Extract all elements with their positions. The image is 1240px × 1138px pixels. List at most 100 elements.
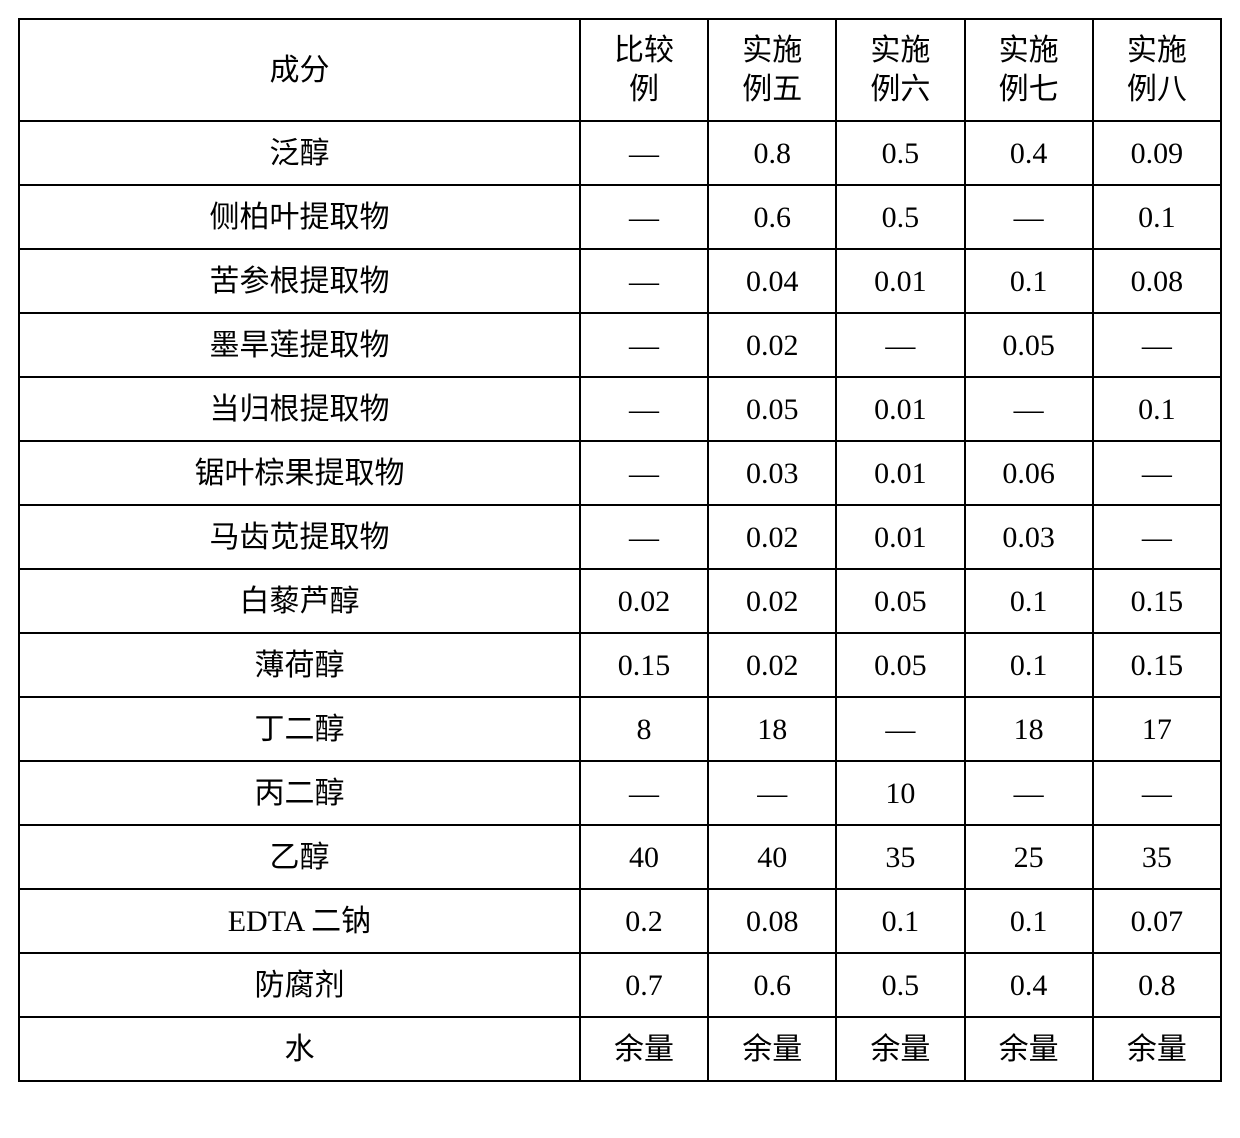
cell-ingredient: 马齿苋提取物 <box>19 505 580 569</box>
cell-ex8: 0.07 <box>1093 889 1221 953</box>
table-row: 水余量余量余量余量余量 <box>19 1017 1221 1081</box>
cell-ingredient: EDTA 二钠 <box>19 889 580 953</box>
cell-ingredient: 薄荷醇 <box>19 633 580 697</box>
cell-compare: 8 <box>580 697 708 761</box>
cell-ingredient: 泛醇 <box>19 121 580 185</box>
col-header-ex5: 实施 例五 <box>708 19 836 121</box>
cell-compare: — <box>580 761 708 825</box>
col-header-ex5-line2: 例五 <box>742 73 802 106</box>
table-row: 薄荷醇0.150.020.050.10.15 <box>19 633 1221 697</box>
cell-ex5: 0.6 <box>708 953 836 1017</box>
cell-ex8: 17 <box>1093 697 1221 761</box>
cell-ex7: 0.1 <box>965 633 1093 697</box>
cell-compare: — <box>580 313 708 377</box>
cell-ex7: — <box>965 185 1093 249</box>
cell-ex6: — <box>836 697 964 761</box>
cell-ex6: 0.5 <box>836 953 964 1017</box>
cell-compare: — <box>580 121 708 185</box>
table-row: 丙二醇——10—— <box>19 761 1221 825</box>
cell-ex7: 0.03 <box>965 505 1093 569</box>
cell-compare: — <box>580 505 708 569</box>
cell-ingredient: 乙醇 <box>19 825 580 889</box>
cell-ex6: 0.05 <box>836 569 964 633</box>
col-header-compare: 比较 例 <box>580 19 708 121</box>
cell-ingredient: 水 <box>19 1017 580 1081</box>
cell-ex6: 35 <box>836 825 964 889</box>
cell-ex8: 35 <box>1093 825 1221 889</box>
cell-ex6: 0.5 <box>836 121 964 185</box>
col-header-ex8-line2: 例八 <box>1127 73 1187 106</box>
table-row: EDTA 二钠0.20.080.10.10.07 <box>19 889 1221 953</box>
cell-ex6: 0.01 <box>836 441 964 505</box>
table-row: 泛醇—0.80.50.40.09 <box>19 121 1221 185</box>
cell-ex7: 0.1 <box>965 569 1093 633</box>
cell-ex5: 0.02 <box>708 313 836 377</box>
cell-ingredient: 锯叶棕果提取物 <box>19 441 580 505</box>
cell-ex7: 18 <box>965 697 1093 761</box>
table-row: 乙醇4040352535 <box>19 825 1221 889</box>
cell-ex7: — <box>965 761 1093 825</box>
cell-ex8: 余量 <box>1093 1017 1221 1081</box>
ingredients-table: 成分 比较 例 实施 例五 实施 例六 实施 例七 实施 <box>18 18 1222 1082</box>
cell-ex6: 0.05 <box>836 633 964 697</box>
cell-ex7: 余量 <box>965 1017 1093 1081</box>
cell-ex5: 0.03 <box>708 441 836 505</box>
cell-ex7: 0.06 <box>965 441 1093 505</box>
cell-ex6: 0.01 <box>836 505 964 569</box>
cell-ex7: 0.05 <box>965 313 1093 377</box>
cell-ex5: 0.02 <box>708 505 836 569</box>
cell-ex8: 0.8 <box>1093 953 1221 1017</box>
cell-ex6: 10 <box>836 761 964 825</box>
table-row: 锯叶棕果提取物—0.030.010.06— <box>19 441 1221 505</box>
table-row: 墨旱莲提取物—0.02—0.05— <box>19 313 1221 377</box>
cell-ex5: 余量 <box>708 1017 836 1081</box>
cell-ingredient: 白藜芦醇 <box>19 569 580 633</box>
table-header-row: 成分 比较 例 实施 例五 实施 例六 实施 例七 实施 <box>19 19 1221 121</box>
col-header-ex6-line1: 实施 <box>870 34 930 67</box>
cell-ex6: 余量 <box>836 1017 964 1081</box>
cell-ex7: 0.4 <box>965 121 1093 185</box>
cell-compare: — <box>580 249 708 313</box>
cell-ex5: 0.02 <box>708 633 836 697</box>
cell-compare: 0.02 <box>580 569 708 633</box>
col-header-ex8: 实施 例八 <box>1093 19 1221 121</box>
cell-ingredient: 当归根提取物 <box>19 377 580 441</box>
cell-ingredient: 墨旱莲提取物 <box>19 313 580 377</box>
cell-ex6: 0.5 <box>836 185 964 249</box>
table-row: 当归根提取物—0.050.01—0.1 <box>19 377 1221 441</box>
col-header-ingredient: 成分 <box>19 19 580 121</box>
cell-ingredient: 苦参根提取物 <box>19 249 580 313</box>
cell-ex5: 18 <box>708 697 836 761</box>
table-body: 泛醇—0.80.50.40.09侧柏叶提取物—0.60.5—0.1苦参根提取物—… <box>19 121 1221 1081</box>
col-header-ex7-line1: 实施 <box>999 34 1059 67</box>
cell-ex6: 0.1 <box>836 889 964 953</box>
cell-ingredient: 侧柏叶提取物 <box>19 185 580 249</box>
cell-ex8: 0.08 <box>1093 249 1221 313</box>
table-row: 丁二醇818—1817 <box>19 697 1221 761</box>
cell-ex7: 0.4 <box>965 953 1093 1017</box>
cell-ex5: 0.8 <box>708 121 836 185</box>
cell-ex8: 0.15 <box>1093 569 1221 633</box>
cell-compare: 0.7 <box>580 953 708 1017</box>
cell-ex8: 0.1 <box>1093 185 1221 249</box>
cell-ingredient: 丙二醇 <box>19 761 580 825</box>
table-row: 防腐剂0.70.60.50.40.8 <box>19 953 1221 1017</box>
cell-compare: 余量 <box>580 1017 708 1081</box>
ingredients-table-container: 成分 比较 例 实施 例五 实施 例六 实施 例七 实施 <box>18 18 1222 1082</box>
table-row: 侧柏叶提取物—0.60.5—0.1 <box>19 185 1221 249</box>
cell-ex8: — <box>1093 313 1221 377</box>
cell-ex7: 0.1 <box>965 249 1093 313</box>
col-header-ex6: 实施 例六 <box>836 19 964 121</box>
table-row: 马齿苋提取物—0.020.010.03— <box>19 505 1221 569</box>
cell-ex7: 0.1 <box>965 889 1093 953</box>
col-header-compare-line1: 比较 <box>614 34 674 67</box>
cell-compare: — <box>580 441 708 505</box>
cell-ex8: 0.1 <box>1093 377 1221 441</box>
cell-ex5: 0.04 <box>708 249 836 313</box>
cell-ex5: 0.02 <box>708 569 836 633</box>
cell-ex6: 0.01 <box>836 377 964 441</box>
col-header-compare-line2: 例 <box>629 73 659 106</box>
cell-compare: 40 <box>580 825 708 889</box>
cell-ex5: 0.05 <box>708 377 836 441</box>
table-row: 苦参根提取物—0.040.010.10.08 <box>19 249 1221 313</box>
